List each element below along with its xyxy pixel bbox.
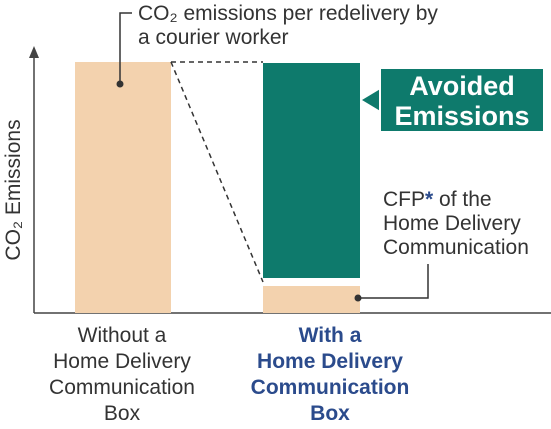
callout-box [379,67,545,133]
annotation-line: a courier worker [138,26,289,49]
pointer-line [119,12,132,84]
annotation-line: CO₂ emissions per redelivery by [138,2,438,25]
cfp-line: Communication [383,236,529,259]
dashed-diagonal [170,61,264,283]
callout-text: Avoided [409,71,515,101]
bar-cfp [263,286,360,313]
cfp-line: Home Delivery [383,212,521,235]
cfp-line: CFP* of the [383,188,492,211]
callout-arrow [362,88,382,112]
cfp-asterisk: * [425,188,434,211]
cfp-suffix: of the [433,188,491,211]
bar-avoided [263,63,360,278]
category-line: Box [104,402,141,425]
category-line: Communication [251,376,410,399]
callout-text: Emissions [394,101,529,131]
y-axis-label: CO₂ Emissions [2,119,25,260]
category-line: Box [310,402,350,425]
category-line: Communication [49,376,195,399]
pointer-line [358,264,429,299]
category-line: Without a [78,324,167,347]
category-label: Without a Home Delivery Communication Box [49,324,195,425]
category-line: Home Delivery [257,350,403,373]
bar-without [75,62,171,313]
category-line: With a [299,324,362,347]
category-label: With a Home Delivery Communication Box [251,324,410,425]
y-axis-arrow [29,46,39,58]
cfp-prefix: CFP [383,188,425,211]
category-line: Home Delivery [53,350,191,373]
